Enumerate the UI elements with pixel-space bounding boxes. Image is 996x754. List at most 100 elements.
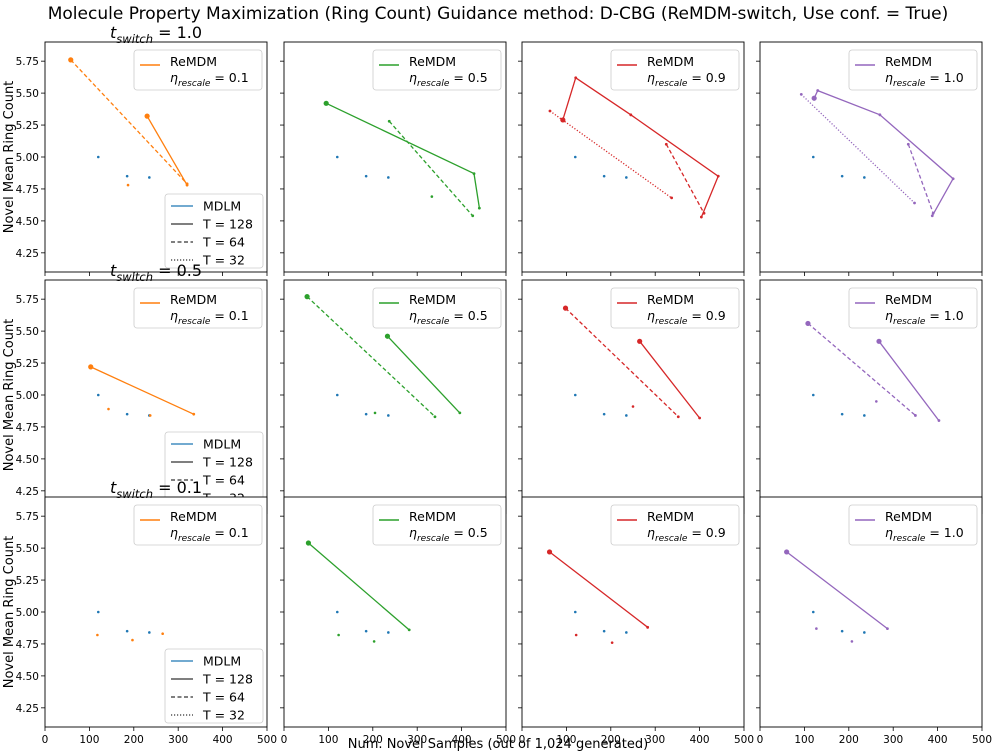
series-point	[702, 211, 706, 215]
legend-linestyle: MDLM T = 128 T = 64 T = 32	[164, 648, 264, 724]
series-line-T128	[786, 551, 888, 630]
series-point	[676, 415, 680, 419]
series-line-T128	[146, 115, 188, 186]
legend-label-remdm: ReMDM	[409, 509, 456, 524]
legend-label-eta: ηrescale = 0.1	[170, 308, 249, 327]
x-tick-label: 300	[168, 734, 188, 746]
row-label-tswitch: tswitch = 1.0	[110, 23, 202, 46]
data-point	[875, 400, 878, 403]
data-point	[815, 627, 818, 630]
data-point	[610, 641, 614, 644]
x-tick-label: 500	[257, 734, 277, 746]
series-line-T64	[388, 120, 474, 217]
legend-box	[848, 49, 978, 91]
x-tick-label: 200	[601, 734, 621, 746]
legend-label-eta: ηrescale = 0.5	[409, 308, 488, 327]
series-point	[931, 211, 935, 215]
mdlm-point	[573, 155, 577, 159]
mdlm-point	[840, 174, 844, 178]
x-tick-label: 100	[556, 734, 576, 746]
y-tick-label: 5.50	[16, 543, 39, 555]
series-line-T32	[549, 110, 672, 199]
data-point	[372, 640, 376, 643]
legend-t64-label: T = 64	[202, 473, 245, 488]
series-point	[664, 142, 668, 146]
mdlm-point	[364, 412, 368, 416]
series-point	[805, 320, 811, 327]
mdlm-point	[335, 393, 339, 397]
legend-box	[610, 504, 740, 546]
series-line-T128	[90, 366, 194, 415]
series-point	[670, 196, 674, 200]
series-line-T64	[306, 296, 436, 418]
legend-mdlm-label: MDLM	[203, 437, 241, 452]
legend-mdlm-label: MDLM	[203, 199, 241, 214]
y-tick-label: 4.50	[16, 454, 39, 466]
series-point	[914, 414, 917, 417]
x-axis-label: Num. Novel Samples (out of 1,024 generat…	[348, 737, 648, 752]
legend-t128-label: T = 128	[202, 672, 253, 687]
series-point	[384, 333, 391, 339]
y-tick-label: 5.00	[16, 390, 39, 402]
series-point	[472, 172, 476, 176]
y-tick-label: 4.25	[16, 703, 39, 715]
legend-box	[372, 504, 502, 546]
series-line-T32	[800, 93, 915, 204]
mdlm-point	[573, 393, 577, 397]
legend-label-eta: ηrescale = 1.0	[885, 70, 964, 89]
mdlm-point	[840, 629, 844, 633]
series-point	[458, 411, 462, 415]
legend-label-eta: ηrescale = 1.0	[885, 525, 964, 544]
x-tick-label: 200	[124, 734, 144, 746]
legend-label-remdm: ReMDM	[647, 54, 694, 69]
panel-grid: 4.254.504.755.005.255.505.75 ReMDMηrescal…	[2, 23, 992, 746]
mdlm-point	[573, 610, 577, 614]
data-point	[96, 633, 99, 637]
data-point	[131, 638, 134, 642]
mdlm-point	[364, 629, 368, 633]
data-point	[161, 632, 164, 636]
legend-label-eta: ηrescale = 0.9	[647, 525, 726, 544]
series-line-T128	[307, 542, 410, 631]
series-point	[937, 419, 941, 422]
series-point	[574, 76, 578, 80]
legend-box	[848, 504, 978, 546]
mdlm-point	[335, 610, 339, 614]
mdlm-point	[625, 176, 628, 179]
y-tick-label: 5.25	[16, 575, 39, 587]
x-tick-label: 300	[407, 734, 427, 746]
legend-t64-label: T = 64	[202, 235, 245, 250]
series-point	[471, 214, 475, 218]
legend-label-remdm: ReMDM	[885, 292, 932, 307]
x-tick-label: 300	[883, 734, 903, 746]
y-tick-label: 5.25	[16, 120, 39, 132]
series-point	[913, 201, 916, 205]
mdlm-point	[863, 414, 866, 417]
legend-t32-label: T = 32	[202, 253, 245, 268]
legend-label-remdm: ReMDM	[885, 54, 932, 69]
series-point	[407, 628, 411, 632]
y-axis-label: Novel Mean Ring Count	[2, 319, 17, 472]
data-point	[126, 183, 130, 187]
x-tick-label: 400	[928, 734, 948, 746]
legend-box	[610, 49, 740, 91]
series-point	[144, 113, 150, 119]
legend-t128-label: T = 128	[202, 455, 253, 470]
y-axis-label: Novel Mean Ring Count	[2, 81, 17, 234]
data-point	[107, 407, 110, 411]
legend-box	[133, 504, 263, 546]
x-tick-label: 400	[213, 734, 233, 746]
series-point	[716, 174, 720, 178]
x-tick-label: 500	[734, 734, 754, 746]
series-point	[68, 57, 74, 63]
series-point	[548, 109, 552, 113]
row-label-tswitch: tswitch = 0.5	[110, 261, 202, 284]
legend-label-eta: ηrescale = 0.1	[170, 70, 249, 89]
